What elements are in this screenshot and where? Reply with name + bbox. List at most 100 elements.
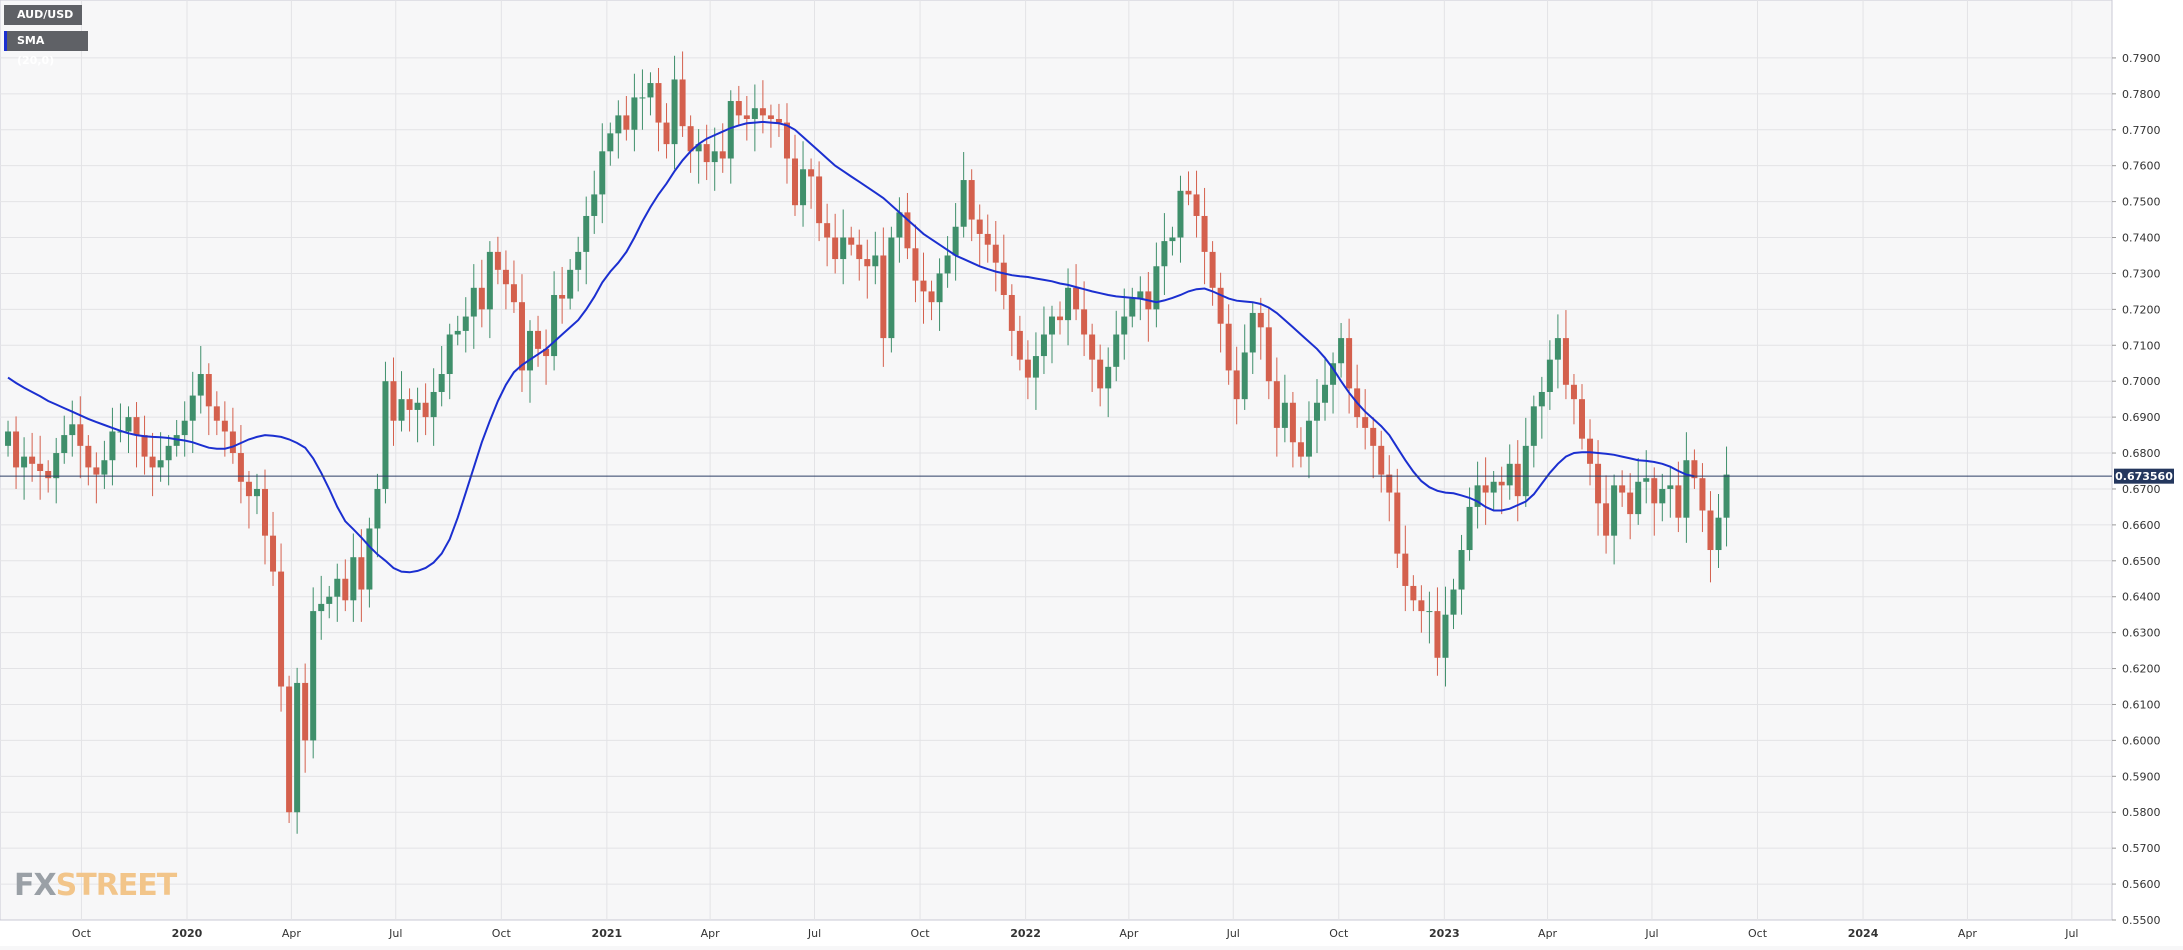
candle-body <box>253 488 260 497</box>
y-tick-label: 0.6800 <box>2122 447 2161 460</box>
candle-body <box>944 255 951 274</box>
candle-body <box>1065 287 1072 321</box>
candle <box>1418 585 1425 633</box>
candle-body <box>1450 589 1457 615</box>
candle <box>1177 175 1184 263</box>
candle <box>1402 525 1409 612</box>
legend-symbol[interactable]: AUD/USD <box>4 5 82 25</box>
candle <box>767 104 774 148</box>
legend-sma-indicator[interactable]: SMA (20,0) <box>4 31 88 67</box>
candle-body <box>896 212 903 238</box>
grid-lines <box>0 0 2112 920</box>
candle-body <box>1297 442 1304 457</box>
candle-body <box>767 115 774 119</box>
candle-body <box>302 682 309 741</box>
candle <box>800 141 807 227</box>
candle-body <box>1458 550 1465 590</box>
candle-body <box>543 348 550 357</box>
candle <box>1506 444 1513 500</box>
y-tick-label: 0.6300 <box>2122 627 2161 640</box>
y-tick-label: 0.6700 <box>2122 483 2161 496</box>
candle <box>1233 346 1240 425</box>
candle-body <box>583 215 590 252</box>
candle-body <box>1410 585 1417 601</box>
y-tick-label: 0.6400 <box>2122 591 2161 604</box>
candle-body <box>792 158 799 206</box>
y-tick-label: 0.7000 <box>2122 375 2161 388</box>
candle <box>1081 281 1088 357</box>
candle <box>37 435 44 500</box>
candle <box>390 357 397 446</box>
candle <box>864 239 871 299</box>
candle-body <box>197 374 204 396</box>
candle-body <box>213 406 220 421</box>
candle-body <box>1273 381 1280 428</box>
candle <box>727 90 734 184</box>
candle-body <box>1313 402 1320 421</box>
candle <box>1257 297 1264 360</box>
candle-body <box>109 431 116 461</box>
candle <box>832 213 839 274</box>
candle-body <box>623 115 630 130</box>
candle-body <box>1024 359 1031 378</box>
candle <box>1651 467 1658 536</box>
candle <box>1169 226 1176 256</box>
candle-body <box>1675 485 1682 518</box>
candle-body <box>1265 327 1272 382</box>
candle-body <box>647 83 654 98</box>
candle <box>1611 474 1618 565</box>
candle <box>237 425 244 504</box>
y-tick-label: 0.7800 <box>2122 88 2161 101</box>
candle <box>1048 305 1055 364</box>
candle <box>422 383 429 436</box>
candle <box>1201 187 1208 285</box>
candle <box>350 533 357 622</box>
candle-body <box>286 686 293 813</box>
sma-layer <box>7 120 1695 574</box>
candle-body <box>1595 463 1602 504</box>
candle-body <box>29 456 36 464</box>
current-price-tag <box>2114 468 2174 484</box>
candle <box>655 67 662 152</box>
candle-body <box>53 453 60 479</box>
candle-body <box>639 97 646 99</box>
y-tick-label: 0.6000 <box>2122 734 2161 747</box>
candle <box>1426 591 1433 644</box>
candles-layer <box>5 51 1730 834</box>
candle-body <box>1209 251 1216 288</box>
fxstreet-logo: FXSTREET <box>14 868 177 903</box>
candle-body <box>1394 492 1401 554</box>
x-tick-label: Oct <box>72 927 92 940</box>
candle <box>1273 357 1280 457</box>
candle-body <box>1097 359 1104 389</box>
candle-body <box>1723 474 1730 518</box>
candle-body <box>1651 478 1658 504</box>
candle-body <box>205 374 212 407</box>
candle-body <box>655 83 662 123</box>
candle-body <box>816 176 823 224</box>
candle-body <box>527 330 534 371</box>
candle-body <box>1546 359 1553 392</box>
candle <box>1330 352 1337 414</box>
candle-body <box>1370 427 1377 446</box>
x-tick-label: 2020 <box>172 927 203 940</box>
candle <box>334 563 341 622</box>
candle <box>1715 493 1722 568</box>
candle-body <box>775 118 782 123</box>
candle <box>221 401 228 457</box>
candle-body <box>350 557 357 601</box>
candle-body <box>518 302 525 371</box>
candle-body <box>382 381 389 489</box>
x-tick-label: 2021 <box>592 927 623 940</box>
candle-body <box>1683 460 1690 518</box>
candle-body <box>45 471 52 479</box>
candle <box>1659 473 1666 522</box>
candle-body <box>1081 309 1088 335</box>
candle <box>992 220 999 292</box>
candle <box>1073 264 1080 321</box>
candle-body <box>61 435 68 454</box>
candle-body <box>1442 614 1449 658</box>
candle <box>1185 171 1192 206</box>
